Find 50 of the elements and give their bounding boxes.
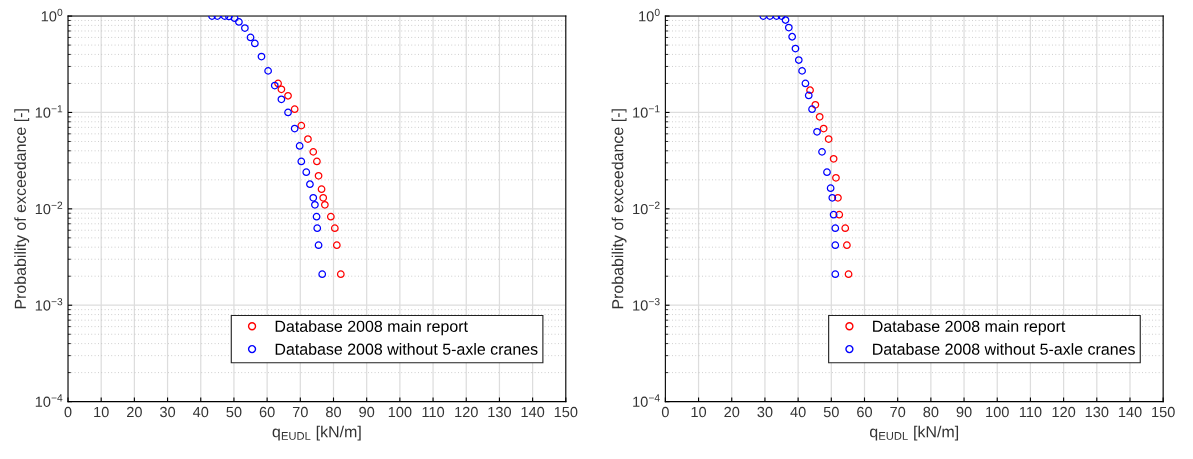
x-tick-label: 60 [259, 406, 275, 418]
x-tick-label: 100 [986, 406, 1009, 418]
x-tick-label: 90 [359, 406, 375, 418]
x-tick-label: 130 [488, 406, 512, 418]
x-tick-label: 110 [1019, 406, 1042, 418]
x-tick-label: 0 [661, 406, 669, 418]
y-tick-label: 10$^{−1}$ [633, 105, 660, 118]
x-axis-title: q$_{EUDL}$ [kN/m] [869, 425, 959, 441]
legend-label: Database 2008 main report [275, 320, 468, 336]
x-tick-label: 130 [1085, 406, 1109, 418]
y-tick-label: 10$^{−4}$ [633, 394, 660, 407]
y-tick-label: 10$^{0}$ [41, 8, 63, 22]
x-tick-label: 80 [923, 406, 939, 418]
x-tick-label: 20 [724, 406, 740, 418]
x-tick-label: 30 [160, 406, 176, 418]
x-tick-label: 150 [1152, 406, 1175, 418]
x-tick-label: 30 [757, 406, 773, 418]
x-tick-label: 40 [790, 406, 806, 418]
y-axis-title: Probability of exceedance [-] [611, 109, 627, 309]
x-tick-label: 140 [521, 406, 545, 418]
x-tick-label: 120 [455, 406, 478, 418]
x-tick-label: 0 [64, 406, 72, 418]
x-tick-label: 80 [326, 406, 342, 418]
legend-label: Database 2008 without 5-axle cranes [275, 343, 538, 355]
x-tick-label: 70 [890, 406, 906, 418]
y-tick-label: 10$^{−3}$ [633, 297, 660, 311]
y-tick-label: 10$^{−2}$ [35, 201, 63, 215]
y-tick-label: 10$^{−1}$ [35, 105, 63, 118]
x-tick-label: 150 [554, 406, 578, 418]
legend-label: Database 2008 main report [873, 320, 1066, 336]
x-tick-label: 90 [956, 406, 972, 418]
x-tick-label: 40 [192, 406, 209, 418]
x-tick-label: 50 [823, 406, 839, 418]
y-tick-label: 10$^{−4}$ [35, 394, 63, 407]
x-tick-label: 70 [292, 406, 308, 418]
x-axis-title: q$_{EUDL}$ [kN/m] [272, 425, 361, 441]
x-tick-label: 50 [226, 406, 242, 418]
x-tick-label: 120 [1052, 406, 1076, 418]
y-axis-title: Probability of exceedance [-] [14, 109, 30, 309]
x-tick-label: 100 [388, 406, 412, 418]
y-tick-label: 10$^{−2}$ [633, 201, 660, 215]
x-tick-label: 10 [691, 406, 707, 418]
x-tick-label: 140 [1118, 406, 1142, 418]
y-tick-label: 10$^{0}$ [639, 8, 660, 22]
y-tick-label: 10$^{−3}$ [35, 297, 63, 311]
x-tick-label: 10 [94, 406, 109, 418]
legend-label: Database 2008 without 5-axle cranes [873, 343, 1135, 355]
x-tick-label: 20 [127, 406, 142, 418]
x-tick-label: 60 [857, 406, 873, 418]
x-tick-label: 110 [422, 406, 445, 418]
